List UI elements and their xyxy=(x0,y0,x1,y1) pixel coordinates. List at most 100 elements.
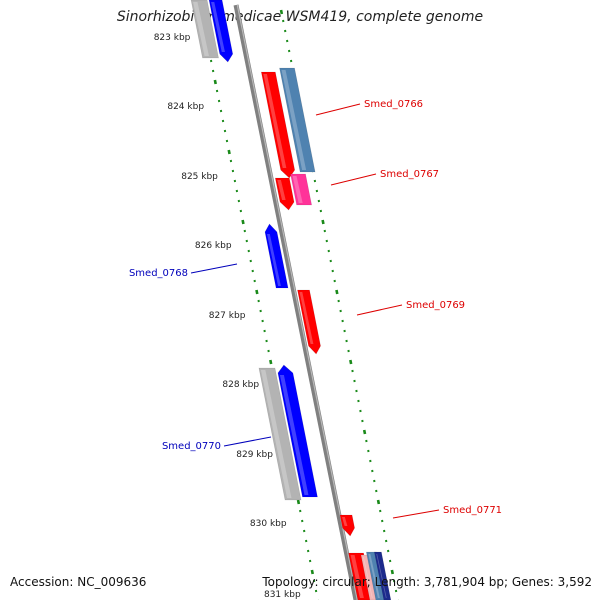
forward-cds-smed-0769-highlight xyxy=(299,292,314,344)
leader-line-smed-0769 xyxy=(356,304,403,316)
gene-label-smed-0770[interactable]: Smed_0770 xyxy=(162,441,221,452)
forward-feature-bottom-b-outline xyxy=(365,551,387,600)
reverse-cds-smed-0770-highlight xyxy=(279,375,309,495)
forward-cds-smed-0767[interactable] xyxy=(274,177,295,211)
reverse-cds-smed-0768[interactable] xyxy=(264,223,289,289)
forward-cds-smed-0767-outline xyxy=(274,177,295,211)
forward-feature-smed-0766-body xyxy=(279,68,316,172)
leader-line-smed-0768 xyxy=(190,263,238,274)
gene-label-smed-0769[interactable]: Smed_0769 xyxy=(406,300,465,311)
ruler-label: 831 kbp xyxy=(264,590,301,600)
forward-feature-smed-0766-outline xyxy=(279,67,316,173)
forward-cds-smed-0769[interactable] xyxy=(297,289,321,355)
reverse-cds-top-highlight xyxy=(211,2,225,52)
track-dot xyxy=(213,79,217,85)
forward-cds-bottom[interactable] xyxy=(348,552,374,600)
reverse-feature-smed-0770[interactable] xyxy=(258,367,302,501)
ruler-label: 827 kbp xyxy=(209,311,246,321)
forward-cds-smed-0771-highlight xyxy=(342,517,348,526)
forward-feature-smed-0766-highlight xyxy=(281,70,307,170)
gene-labels: Smed_0766 Smed_0767 Smed_0768 Smed_0769 Smed… xyxy=(129,99,502,519)
gene-label-smed-0767[interactable]: Smed_0767 xyxy=(380,169,439,180)
reverse-cds-smed-0768-body xyxy=(264,224,289,288)
track-dot xyxy=(362,429,367,435)
track-dot xyxy=(321,219,325,225)
forward-cds-bottom-dark-highlight xyxy=(376,554,387,598)
forward-cds-bottom-dark-body xyxy=(374,552,391,600)
track-dot xyxy=(349,359,353,365)
forward-cds-smed-0771-outline xyxy=(339,514,355,537)
forward-feature-smed-0767-outline xyxy=(290,173,313,206)
forward-feature-smed-0766[interactable] xyxy=(279,67,316,173)
forward-cds-smed-0769-outline xyxy=(297,289,321,355)
track-dot xyxy=(227,149,231,155)
backbone-layer xyxy=(233,4,359,600)
genome-summary-text: Topology: circular; Length: 3,781,904 bp… xyxy=(262,575,592,589)
forward-cds-smed-0767-body xyxy=(275,178,295,210)
reverse-cds-smed-0770[interactable] xyxy=(277,364,318,498)
genome-backbone xyxy=(233,4,359,600)
backbone-highlight xyxy=(236,4,358,600)
track-dot xyxy=(310,569,314,575)
forward-cds-bottom-dark-outline xyxy=(373,551,392,600)
forward-feature-bottom-a-body xyxy=(360,555,377,600)
track-dot xyxy=(269,359,273,365)
forward-cds-smed-0771[interactable] xyxy=(339,514,355,537)
forward-feature-bottom-b-highlight xyxy=(368,554,380,598)
forward-cds-bottom-body xyxy=(348,553,373,600)
forward-feature-bottom-a[interactable] xyxy=(360,554,378,600)
ruler-label: 828 kbp xyxy=(222,380,259,390)
ruler-label: 829 kbp xyxy=(236,450,273,460)
reverse-feature-smed-0770-highlight xyxy=(260,370,292,498)
track-dot xyxy=(255,289,259,295)
forward-cds-smed-0769-body xyxy=(297,290,321,354)
forward-cds-smed-0767-highlight xyxy=(277,180,286,200)
ruler-label: 825 kbp xyxy=(181,172,218,182)
forward-cds-smed-0766-highlight xyxy=(263,74,287,168)
gene-label-smed-0768[interactable]: Smed_0768 xyxy=(129,268,188,279)
gene-label-smed-0771[interactable]: Smed_0771 xyxy=(443,505,502,516)
track-dot xyxy=(390,569,394,575)
accession-text: Accession: NC_009636 xyxy=(10,575,147,589)
reverse-cds-smed-0768-highlight xyxy=(266,234,281,286)
reverse-cds-top[interactable] xyxy=(208,0,234,63)
reverse-cds-smed-0770-body xyxy=(277,365,318,497)
ruler-label: 824 kbp xyxy=(167,102,204,112)
track-dot xyxy=(335,289,339,295)
forward-feature-bottom-a-outline xyxy=(360,554,378,600)
forward-feature-bottom-a-highlight xyxy=(362,557,373,598)
forward-feature-bottom-b[interactable] xyxy=(365,551,387,600)
reverse-cds-top-outline xyxy=(208,0,234,63)
forward-feature-smed-0767-highlight xyxy=(292,176,303,203)
forward-cds-smed-0766-body xyxy=(261,72,295,178)
reverse-feature-smed-0770-outline xyxy=(258,367,302,501)
leader-line-smed-0770 xyxy=(223,436,272,447)
reverse-feature-top[interactable] xyxy=(190,0,219,59)
reverse-feature-smed-0770-body xyxy=(258,368,302,500)
track-dot xyxy=(376,499,381,505)
reverse-feature-top-body xyxy=(191,0,219,58)
forward-cds-bottom-highlight xyxy=(350,555,364,598)
leader-line-smed-0767 xyxy=(330,173,377,186)
feature-layer xyxy=(190,0,392,600)
forward-feature-smed-0767[interactable] xyxy=(290,173,313,206)
ruler-label: 826 kbp xyxy=(195,241,232,251)
reverse-feature-top-highlight xyxy=(193,2,209,56)
ruler-label: 823 kbp xyxy=(154,33,191,43)
reverse-cds-smed-0770-outline xyxy=(277,364,318,498)
forward-feature-bottom-b-body xyxy=(366,552,386,600)
forward-cds-smed-0771-body xyxy=(340,515,355,536)
forward-cds-bottom-dark[interactable] xyxy=(373,551,392,600)
track-dot xyxy=(296,499,301,505)
ruler-labels: 823 kbp 824 kbp 825 kbp 826 kbp 827 kbp 828 k… xyxy=(154,33,301,600)
forward-cds-bottom-outline xyxy=(348,552,374,600)
leader-line-smed-0771 xyxy=(392,509,440,519)
gene-label-smed-0766[interactable]: Smed_0766 xyxy=(364,99,423,110)
forward-feature-smed-0767-body xyxy=(290,174,312,205)
track-dot xyxy=(241,219,245,225)
reverse-cds-top-body xyxy=(209,0,233,62)
track-dot xyxy=(279,9,284,15)
reverse-feature-top-outline xyxy=(190,0,219,59)
